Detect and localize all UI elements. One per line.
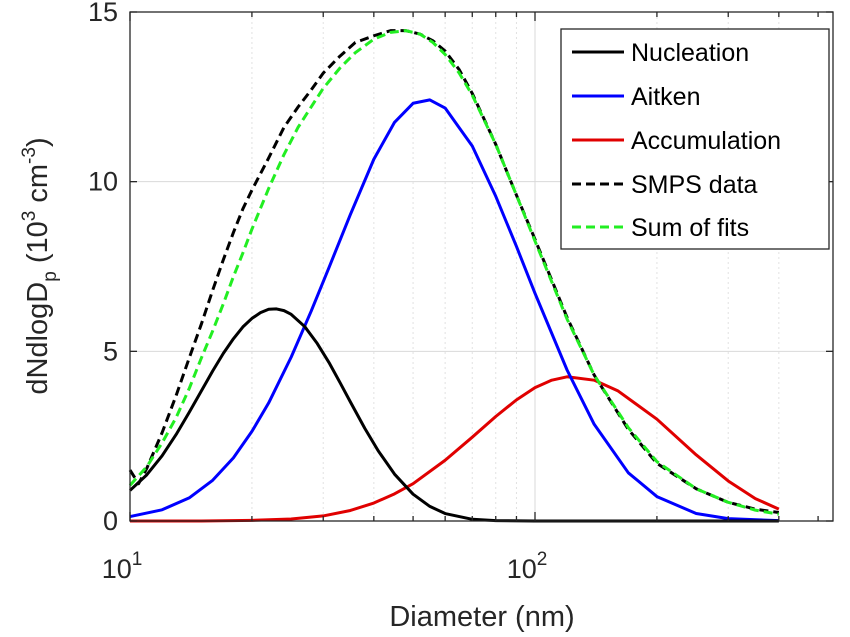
series-line-accumulation (130, 375, 780, 523)
y-tick-label-0: 0 (103, 506, 118, 536)
y-axis-title-exp-2: -3 (19, 147, 40, 164)
y-axis-title-unit-cm: cm (22, 164, 54, 211)
y-tick-label-1: 5 (103, 336, 118, 366)
y-tick-label-2: 10 (88, 167, 118, 197)
legend-label-accumulation: Accumulation (631, 127, 781, 155)
y-tick-label-3: 15 (88, 0, 118, 27)
x-tick-label-1: 102 (507, 549, 548, 584)
y-axis-title-unit-close: ) (22, 137, 54, 147)
series-line-sum-of-fits (128, 29, 780, 516)
y-axis-title-exp-1: 3 (19, 211, 40, 222)
y-axis-title-main: dNdlogD (22, 282, 54, 395)
x-tick-label-exponent-0: 1 (132, 549, 143, 570)
x-tick-label-exponent-1: 2 (537, 549, 548, 570)
legend: Nucleation Aitken Accumulation SMPS data… (560, 28, 830, 250)
x-tick-label-0: 101 (102, 549, 143, 584)
x-tick-label-base-0: 10 (102, 554, 132, 584)
legend-label-smps-data: SMPS data (631, 171, 758, 199)
legend-label-sum-of-fits: Sum of fits (631, 214, 749, 242)
legend-label-aitken: Aitken (631, 83, 700, 111)
axis-ticks (129, 11, 833, 522)
series-line-nucleation (128, 307, 779, 523)
series-layer (128, 29, 780, 523)
y-axis-title-subscript: p (40, 271, 61, 282)
y-axis-title: dNdlogDp (103 cm-3) (19, 137, 61, 394)
series-line-aitken (129, 98, 779, 523)
x-tick-label-base-1: 10 (507, 554, 537, 584)
legend-label-nucleation: Nucleation (631, 39, 749, 67)
x-axis-title: Diameter (nm) (389, 601, 574, 633)
y-axis-title-unit-open: (10 (22, 221, 54, 271)
plot-area-frame (129, 11, 834, 522)
